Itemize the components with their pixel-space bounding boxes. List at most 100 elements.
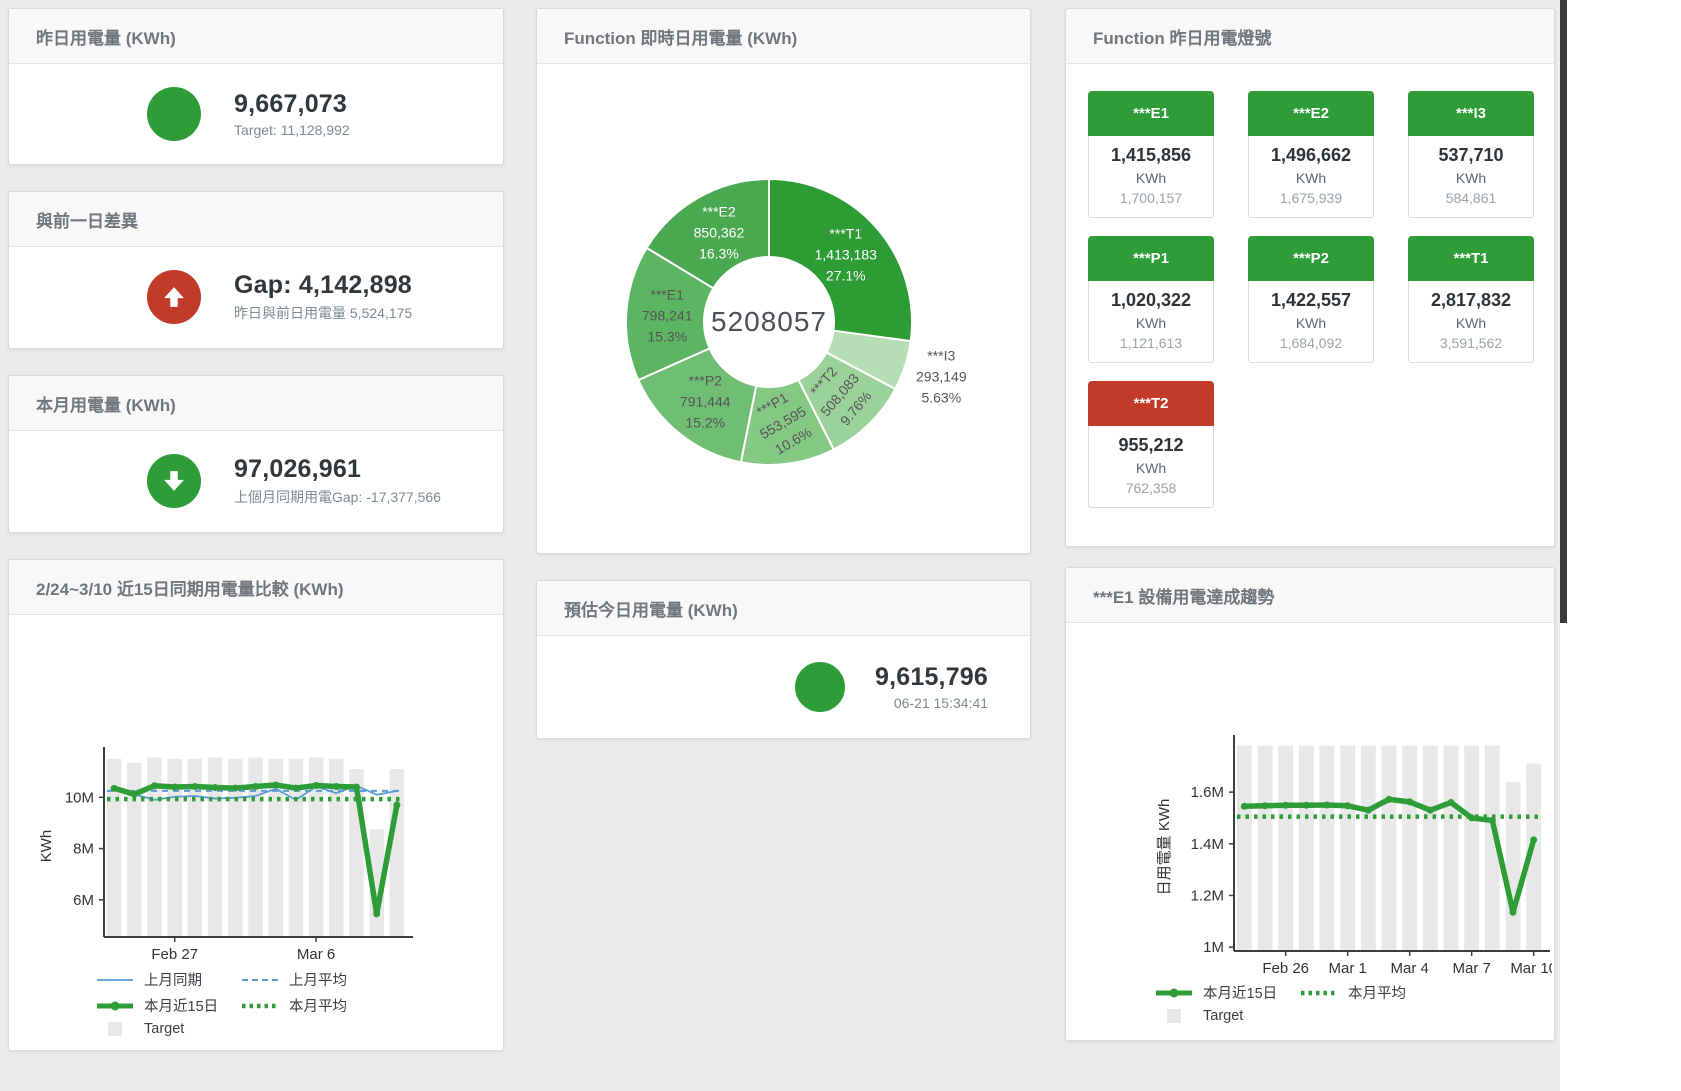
card-title: ***E1 設備用電達成趨勢 (1093, 587, 1275, 607)
data-point (292, 784, 300, 792)
chart-legend: 本月近15日 本月平均 Target (1154, 982, 1444, 1029)
tile-body: 1,415,856 KWh 1,700,157 (1088, 136, 1214, 218)
legend-label: 上月平均 (289, 973, 347, 989)
data-point (1323, 801, 1331, 809)
card-header: Function 昨日用電燈號 (1066, 9, 1554, 64)
kpi-text: 97,026,961 上個月同期用電Gap: -17,377,566 (234, 455, 441, 507)
card-realtime-donut: Function 即時日用電量 (KWh) ***T1 1,413,183 27.1… (536, 8, 1031, 554)
legend-item-本月近15日[interactable]: 本月近15日 (95, 995, 240, 1016)
target-bar (1422, 745, 1438, 951)
data-point (1406, 798, 1414, 806)
card-title: 本月用電量 (KWh) (36, 395, 176, 415)
y-tick-label: 6M (73, 892, 94, 909)
tile-body: 2,817,832 KWh 3,591,562 (1408, 281, 1534, 363)
tile-value: 1,020,322 (1110, 290, 1192, 310)
kpi-timestamp: 06-21 15:34:41 (893, 694, 989, 711)
tile-name: ***T2 (1088, 381, 1214, 426)
legend-item-Target[interactable]: Target (1154, 1008, 1299, 1024)
legend-label: 本月平均 (1348, 986, 1406, 1002)
legend-label: 本月近15日 (1203, 986, 1278, 1002)
target-bar (1402, 745, 1418, 951)
y-tick-label: 1.2M (1191, 887, 1224, 904)
card-title: 2/24~3/10 近15日同期用電量比較 (KWh) (36, 579, 344, 599)
tile-target-value: 3,591,562 (1439, 335, 1503, 351)
status-tile-T1[interactable]: ***T1 2,817,832 KWh 3,591,562 (1408, 236, 1534, 363)
legend-label: 本月平均 (289, 999, 347, 1015)
donut-slice-E2[interactable] (645, 177, 770, 290)
target-bar (1526, 763, 1542, 951)
x-tick-label: Mar 7 (1452, 960, 1490, 977)
x-tick-label: Feb 27 (151, 946, 198, 963)
target-bar (228, 758, 243, 937)
card-estimate-today: 預估今日用電量 (KWh) 9,615,796 06-21 15:34:41 (536, 580, 1031, 739)
y-tick-label: 8M (73, 841, 94, 858)
status-tile-T2[interactable]: ***T2 955,212 KWh 762,358 (1088, 381, 1214, 508)
legend-label: 本月近15日 (144, 999, 219, 1015)
card-header: Function 即時日用電量 (KWh) (537, 9, 1030, 64)
target-bar (389, 769, 405, 937)
target-bar (1464, 745, 1480, 951)
tile-value: 1,422,557 (1270, 290, 1352, 310)
data-point (1282, 801, 1290, 809)
tile-body: 1,422,557 KWh 1,684,092 (1248, 281, 1374, 363)
card-title: Function 昨日用電燈號 (1093, 28, 1272, 48)
card-header: 預估今日用電量 (KWh) (537, 581, 1030, 636)
tile-value: 1,496,662 (1270, 145, 1352, 165)
card-title: Function 即時日用電量 (KWh) (564, 28, 798, 48)
tile-name: ***E1 (1088, 91, 1214, 136)
target-bar (1484, 745, 1500, 951)
status-tile-P2[interactable]: ***P2 1,422,557 KWh 1,684,092 (1248, 236, 1374, 363)
kpi-value: 9,615,796 (875, 662, 989, 691)
target-bar (106, 758, 122, 937)
legend-swatch (242, 978, 278, 981)
kpi-subtitle: 昨日與前日用電量 5,524,175 (234, 304, 413, 321)
legend-item-上月平均[interactable]: 上月平均 (240, 969, 385, 990)
legend-row: 本月近15日 本月平均 (1154, 982, 1444, 1003)
y-tick-label: 10M (65, 789, 94, 806)
legend-item-上月同期[interactable]: 上月同期 (95, 969, 240, 990)
tile-name: ***E2 (1248, 91, 1374, 136)
tile-target-value: 762,358 (1125, 480, 1177, 496)
card-month-usage: 本月用電量 (KWh) 97,026,961 上個月同期用電Gap: -17,3… (8, 375, 504, 533)
tile-target-value: 1,675,939 (1279, 190, 1343, 206)
status-tile-I3[interactable]: ***I3 537,710 KWh 584,861 (1408, 91, 1534, 218)
left-chart-svg: 6M 8M 10M Feb 27 Mar 6 KWh (38, 747, 413, 963)
target-bar (1257, 745, 1273, 951)
data-point (171, 783, 179, 791)
card-header: ***E1 設備用電達成趨勢 (1066, 568, 1554, 623)
tile-unit: KWh (1135, 315, 1167, 331)
data-point (393, 801, 401, 809)
donut-slice-T1[interactable] (768, 177, 913, 343)
status-tile-P1[interactable]: ***P1 1,020,322 KWh 1,121,613 (1088, 236, 1214, 363)
data-point (353, 783, 360, 791)
tile-value: 2,817,832 (1430, 290, 1512, 310)
status-tile-E1[interactable]: ***E1 1,415,856 KWh 1,700,157 (1088, 91, 1214, 218)
x-tick-label: Mar 10 (1510, 960, 1552, 977)
data-point (1447, 798, 1455, 806)
kpi-value: Gap: 4,142,898 (234, 270, 412, 299)
legend-item-Target[interactable]: Target (95, 1021, 240, 1037)
vertical-scrollbar[interactable] (1560, 0, 1567, 623)
legend-item-本月平均[interactable]: 本月平均 (240, 995, 385, 1016)
chart-legend: 上月同期 上月平均本月近15日 本月平均 Target (95, 969, 385, 1042)
status-tile-E2[interactable]: ***E2 1,496,662 KWh 1,675,939 (1248, 91, 1374, 218)
legend-label: Target (144, 1021, 185, 1037)
legend-item-本月近15日[interactable]: 本月近15日 (1154, 982, 1299, 1003)
legend-label: 上月同期 (144, 973, 202, 989)
target-bar (1443, 745, 1459, 951)
card-title: 昨日用電量 (KWh) (36, 28, 176, 48)
x-tick-label: Mar 4 (1390, 960, 1428, 977)
target-bar (288, 758, 304, 937)
target-bar (1505, 781, 1521, 951)
x-tick-label: Feb 26 (1262, 960, 1309, 977)
data-point (1426, 806, 1434, 814)
kpi-body: Gap: 4,142,898 昨日與前日用電量 5,524,175 (9, 247, 503, 346)
legend-swatch (97, 978, 133, 981)
kpi-body: 9,667,073 Target: 11,128,992 (9, 64, 503, 163)
data-point (1530, 836, 1538, 844)
tile-body: 1,020,322 KWh 1,121,613 (1088, 281, 1214, 363)
tile-target-value: 584,861 (1445, 190, 1497, 206)
status-circle-icon (795, 661, 845, 712)
tile-unit: KWh (1135, 460, 1167, 476)
legend-item-本月平均[interactable]: 本月平均 (1299, 982, 1444, 1003)
